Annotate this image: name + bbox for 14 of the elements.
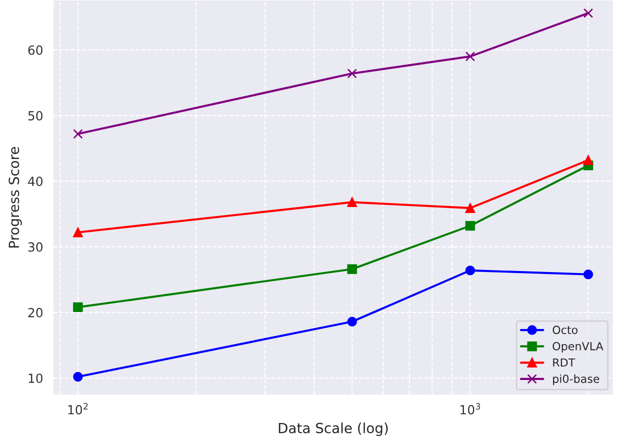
y-axis-title: Progress Score <box>8 147 22 248</box>
legend-label: Octo <box>552 326 578 334</box>
x-tick-label: 10$^{2}$ <box>68 403 88 414</box>
y-tick-label: 40 <box>28 176 42 186</box>
x-tick-label: 10$^{3}$ <box>460 403 480 414</box>
y-tick-label: 20 <box>28 308 42 318</box>
legend-label: OpenVLA <box>552 342 604 353</box>
x-axis-title: Data Scale (log) <box>278 422 388 436</box>
legend-label: pi0-base <box>553 374 600 386</box>
y-tick-label: 10 <box>28 374 42 384</box>
y-tick-label: 50 <box>28 111 42 120</box>
y-tick-label: 60 <box>28 45 42 55</box>
y-tick-label: 30 <box>28 242 42 252</box>
legend-label: RDT <box>553 358 576 367</box>
